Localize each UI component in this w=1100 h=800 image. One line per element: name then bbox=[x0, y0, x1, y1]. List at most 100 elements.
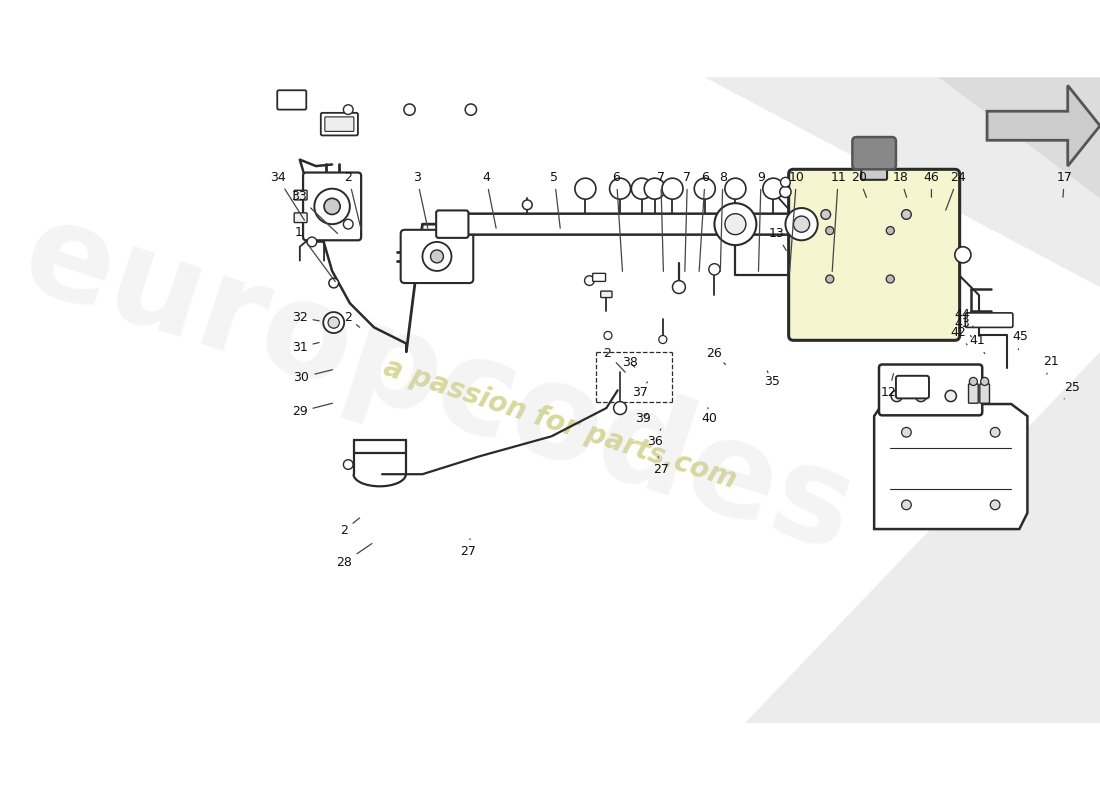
Text: 28: 28 bbox=[337, 543, 372, 569]
Text: 4: 4 bbox=[482, 171, 496, 228]
Circle shape bbox=[465, 104, 476, 115]
Circle shape bbox=[631, 178, 652, 199]
Text: 39: 39 bbox=[635, 411, 651, 425]
Circle shape bbox=[990, 500, 1000, 510]
Text: 25: 25 bbox=[1064, 381, 1079, 399]
Circle shape bbox=[614, 402, 627, 414]
Circle shape bbox=[522, 200, 532, 210]
Circle shape bbox=[980, 378, 989, 386]
Circle shape bbox=[725, 178, 746, 199]
Text: 35: 35 bbox=[763, 371, 780, 389]
Text: 36: 36 bbox=[647, 429, 662, 449]
Circle shape bbox=[430, 250, 443, 263]
Circle shape bbox=[969, 378, 978, 386]
Text: 9: 9 bbox=[757, 171, 764, 271]
FancyBboxPatch shape bbox=[437, 210, 469, 238]
Circle shape bbox=[955, 246, 971, 263]
Text: 11: 11 bbox=[830, 171, 846, 271]
Text: 8: 8 bbox=[719, 171, 727, 271]
Circle shape bbox=[780, 186, 791, 198]
Circle shape bbox=[902, 210, 911, 219]
Circle shape bbox=[609, 178, 630, 199]
Circle shape bbox=[645, 178, 665, 199]
Text: 10: 10 bbox=[789, 171, 804, 271]
Circle shape bbox=[328, 317, 340, 328]
Circle shape bbox=[887, 275, 894, 283]
Text: 2: 2 bbox=[343, 311, 360, 327]
Circle shape bbox=[343, 105, 353, 114]
Circle shape bbox=[584, 276, 594, 286]
Circle shape bbox=[694, 178, 715, 199]
Circle shape bbox=[575, 178, 596, 199]
Circle shape bbox=[307, 237, 317, 246]
Circle shape bbox=[785, 208, 817, 240]
Text: 34: 34 bbox=[270, 171, 305, 220]
Text: 13: 13 bbox=[768, 227, 786, 250]
Text: 3: 3 bbox=[412, 171, 428, 228]
FancyBboxPatch shape bbox=[601, 291, 612, 298]
Circle shape bbox=[902, 427, 911, 437]
FancyBboxPatch shape bbox=[294, 213, 307, 222]
Text: 37: 37 bbox=[632, 382, 648, 398]
Circle shape bbox=[604, 331, 612, 339]
Circle shape bbox=[343, 460, 353, 470]
Circle shape bbox=[821, 210, 830, 219]
FancyBboxPatch shape bbox=[294, 190, 307, 200]
Text: 46: 46 bbox=[924, 171, 939, 197]
Text: 6: 6 bbox=[613, 171, 623, 271]
Text: 40: 40 bbox=[702, 408, 717, 425]
Text: 44: 44 bbox=[955, 308, 974, 328]
Text: 20: 20 bbox=[850, 171, 867, 198]
Text: 2: 2 bbox=[340, 518, 360, 537]
Text: 32: 32 bbox=[292, 311, 319, 324]
Circle shape bbox=[793, 216, 810, 232]
FancyBboxPatch shape bbox=[321, 113, 358, 135]
Circle shape bbox=[672, 281, 685, 294]
Polygon shape bbox=[874, 404, 1027, 529]
Polygon shape bbox=[705, 78, 1100, 287]
Circle shape bbox=[990, 427, 1000, 437]
FancyBboxPatch shape bbox=[968, 384, 978, 403]
Text: 33: 33 bbox=[290, 190, 338, 234]
Text: 6: 6 bbox=[700, 171, 710, 271]
Circle shape bbox=[887, 226, 894, 234]
Circle shape bbox=[422, 242, 451, 271]
Text: 27: 27 bbox=[653, 457, 669, 476]
Text: 30: 30 bbox=[294, 370, 332, 384]
Text: 26: 26 bbox=[706, 347, 726, 365]
Circle shape bbox=[714, 203, 757, 245]
Circle shape bbox=[826, 275, 834, 283]
Circle shape bbox=[315, 189, 350, 224]
Text: 7: 7 bbox=[657, 171, 664, 271]
Circle shape bbox=[826, 226, 834, 234]
Circle shape bbox=[902, 500, 911, 510]
Text: 17: 17 bbox=[1057, 171, 1072, 197]
Circle shape bbox=[762, 178, 784, 199]
Text: 38: 38 bbox=[621, 356, 638, 369]
Polygon shape bbox=[938, 78, 1100, 198]
Polygon shape bbox=[745, 352, 1100, 722]
Text: 42: 42 bbox=[950, 326, 967, 345]
Text: 45: 45 bbox=[1012, 330, 1028, 350]
FancyBboxPatch shape bbox=[324, 117, 354, 131]
Text: 43: 43 bbox=[955, 318, 971, 337]
Text: 27: 27 bbox=[460, 538, 476, 558]
Text: 2: 2 bbox=[604, 347, 625, 372]
Text: 21: 21 bbox=[1043, 354, 1059, 374]
Text: 41: 41 bbox=[970, 334, 986, 354]
FancyBboxPatch shape bbox=[852, 137, 895, 170]
FancyBboxPatch shape bbox=[304, 173, 361, 240]
FancyBboxPatch shape bbox=[593, 274, 605, 282]
Circle shape bbox=[329, 278, 339, 288]
Text: 1: 1 bbox=[295, 226, 336, 282]
Circle shape bbox=[708, 264, 720, 275]
Text: 31: 31 bbox=[292, 341, 319, 354]
Circle shape bbox=[404, 104, 415, 115]
Circle shape bbox=[945, 390, 956, 402]
Circle shape bbox=[324, 198, 340, 214]
FancyBboxPatch shape bbox=[400, 230, 473, 283]
Text: 7: 7 bbox=[683, 171, 692, 271]
Circle shape bbox=[725, 214, 746, 234]
Polygon shape bbox=[987, 86, 1100, 166]
FancyBboxPatch shape bbox=[789, 170, 959, 340]
